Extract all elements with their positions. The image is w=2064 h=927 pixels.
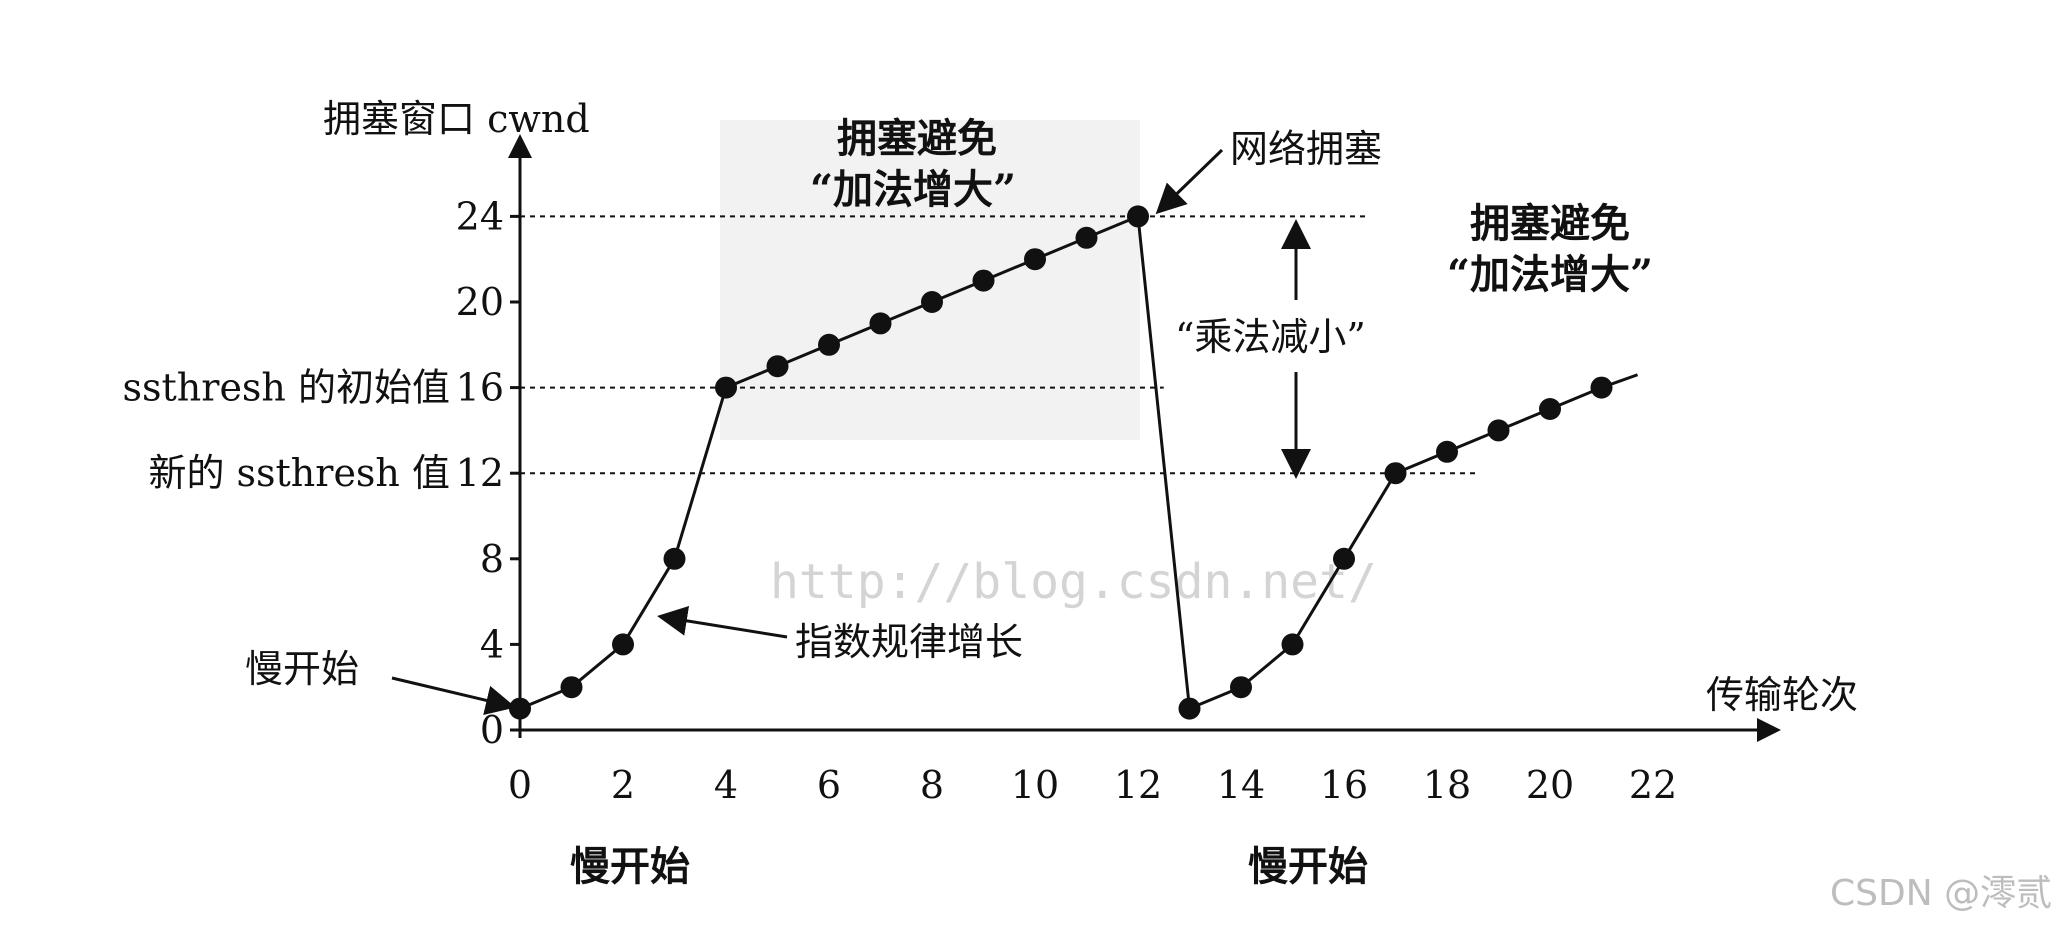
data-point-8 [921,291,943,313]
x-tick-label-1: 2 [611,763,635,807]
x-tick-label-5: 10 [1011,763,1059,807]
x-tick-label-2: 4 [714,763,738,807]
reference-label-16: ssthresh 的初始值 [123,366,450,410]
data-point-15 [1281,633,1304,656]
x-tick-label-0: 0 [508,763,532,807]
exp-growth-pointer [657,606,788,639]
data-point-16 [1333,547,1355,570]
y-tick-label-4: 16 [456,366,504,410]
x-tick-label-4: 8 [920,763,944,807]
exp-growth-label: 指数规律增长 [795,620,1023,664]
data-point-18 [1436,440,1458,463]
ca2-line2: “加法增大” [1447,251,1653,298]
y-axis-label: 拥塞窗口 cwnd [323,97,590,141]
data-point-10 [1024,248,1046,271]
y-tick-label-0: 0 [480,708,504,752]
data-point-20 [1539,398,1561,420]
x-tick-label-3: 6 [817,763,841,807]
data-point-2 [612,633,634,656]
y-tick-label-2: 8 [480,537,504,581]
data-point-7 [869,312,892,335]
x-tick-label-6: 12 [1114,763,1162,807]
y-tick-label-3: 12 [456,451,504,495]
slow-start-pointer-label: 慢开始 [245,647,359,691]
y-tick-label-6: 24 [456,194,504,238]
ca2-line1: 拥塞避免 [1470,200,1630,247]
reference-label-12: 新的 ssthresh 值 [148,451,450,495]
data-point-13 [1178,697,1201,720]
data-point-3 [663,547,686,570]
data-point-12 [1127,205,1149,228]
x-tick-label-10: 20 [1526,763,1574,807]
congestion-pointer [1155,148,1224,215]
data-point-14 [1230,676,1252,699]
credit: CSDN @澪贰 [1830,873,2052,914]
data-point-6 [818,333,840,356]
x-axis-label: 传输轮次 [1706,673,1858,717]
y-tick-label-5: 20 [456,280,504,324]
data-point-9 [972,269,995,292]
x-tick-label-11: 22 [1629,763,1677,807]
x-ticks: 0 2 4 6 8 10 12 14 16 18 20 22 [508,763,1677,807]
congestion-label: 网络拥塞 [1230,127,1382,171]
data-point-4 [715,376,737,399]
data-point-19 [1487,419,1510,442]
mult-dec-label: “乘法减小” [1175,315,1366,359]
series-line-0 [519,214,1603,711]
series-cwnd [509,205,1639,720]
series-continuation [1600,373,1639,390]
ca1-line1: 拥塞避免 [837,115,997,162]
data-point-5 [766,355,789,378]
x-tick-label-8: 16 [1320,763,1368,807]
data-point-1 [560,676,583,699]
x-tick-label-7: 14 [1217,763,1265,807]
y-tick-label-1: 4 [480,622,504,666]
slow-start-pointer [391,676,516,716]
slow-start-label-2: 慢开始 [1248,843,1368,890]
ca1-line2: “加法增大” [810,166,1016,213]
data-point-11 [1075,226,1098,249]
y-ticks: 0 4 8 12 16 20 24 [456,194,520,752]
x-tick-label-9: 18 [1423,763,1471,807]
slow-start-label-1: 慢开始 [570,843,690,890]
data-point-0 [509,697,531,720]
data-point-17 [1384,462,1407,485]
watermark: http://blog.csdn.net/ [770,554,1377,610]
